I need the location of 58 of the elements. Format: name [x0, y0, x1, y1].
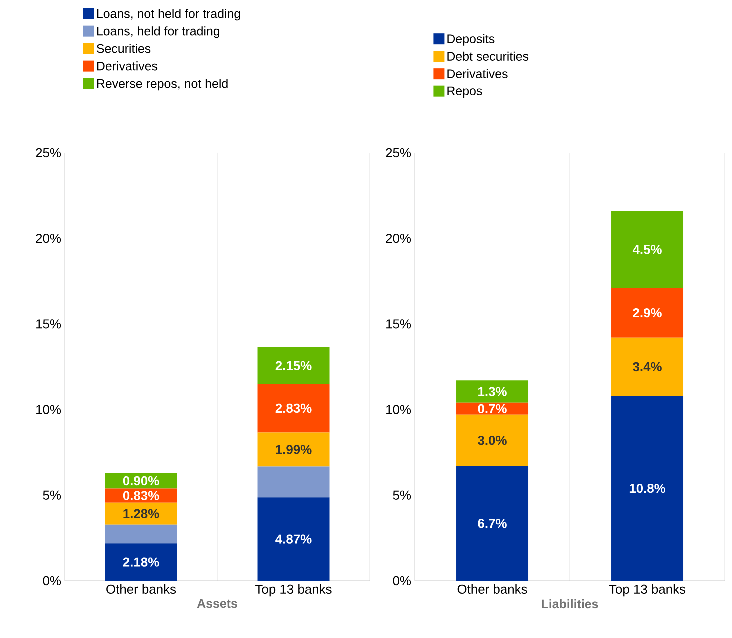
bar — [456, 414, 529, 466]
bar — [612, 288, 684, 338]
bar — [258, 466, 330, 498]
data-label: 4.5% — [632, 245, 662, 254]
data-label: 0.83% — [123, 491, 160, 500]
y-tick-label: 5% — [43, 490, 62, 500]
x-tick-label: Top 13 banks — [609, 584, 686, 597]
data-label: 1.28% — [124, 509, 160, 518]
bar — [258, 432, 330, 467]
bar — [456, 380, 529, 403]
bar — [612, 211, 684, 288]
bar — [105, 544, 178, 581]
legend-label: Securities — [97, 44, 151, 54]
data-label: 1.99% — [276, 445, 312, 454]
bar — [258, 498, 330, 581]
bar — [105, 524, 178, 544]
y-tick-label: 25% — [386, 148, 412, 158]
bar — [612, 338, 684, 396]
data-label: 0.90% — [123, 476, 160, 486]
data-label: 1.3% — [478, 387, 507, 396]
bar — [105, 502, 178, 525]
y-tick-label: 0% — [43, 576, 62, 586]
legend-label: Debt securities — [448, 52, 529, 61]
y-tick-label: 25% — [36, 148, 62, 158]
x-tick-label: Other banks — [106, 584, 176, 594]
y-tick-label: 10% — [36, 405, 62, 414]
legend-label: Reverse repos, not held — [97, 79, 228, 91]
y-tick-label: 20% — [36, 234, 62, 244]
data-label: 10.8% — [630, 484, 666, 494]
x-tick-label: Top 13 banks — [256, 584, 332, 597]
x-axis-title: Assets — [197, 599, 238, 608]
y-tick-label: 20% — [386, 234, 412, 244]
data-label: 0.7% — [478, 404, 507, 414]
bar — [258, 384, 330, 433]
bar — [258, 347, 330, 384]
data-label: 4.87% — [276, 534, 312, 544]
x-tick-label: Other banks — [458, 584, 528, 594]
data-label: 2.18% — [123, 558, 160, 567]
data-label: 2.15% — [276, 361, 312, 370]
legend-label: Repos — [448, 86, 482, 98]
data-label: 3.0% — [478, 436, 507, 446]
y-tick-label: 5% — [393, 490, 412, 500]
data-label: 2.83% — [276, 404, 312, 414]
x-axis-title: Liabilities — [542, 599, 598, 609]
legend-label: Derivatives — [97, 62, 158, 71]
y-tick-label: 10% — [386, 405, 412, 414]
legend-label: Loans, held for trading — [97, 26, 220, 38]
data-label: 2.9% — [633, 308, 662, 318]
y-tick-label: 15% — [36, 320, 62, 329]
legend-label: Derivatives — [448, 69, 508, 78]
legend-label: Loans, not held for trading — [97, 9, 240, 21]
data-label: 3.4% — [633, 362, 662, 372]
bar — [612, 396, 684, 581]
bar — [456, 466, 529, 581]
data-label: 6.7% — [478, 519, 507, 528]
y-tick-label: 0% — [393, 576, 412, 586]
legend-label: Deposits — [448, 34, 495, 46]
y-tick-label: 15% — [386, 320, 412, 329]
